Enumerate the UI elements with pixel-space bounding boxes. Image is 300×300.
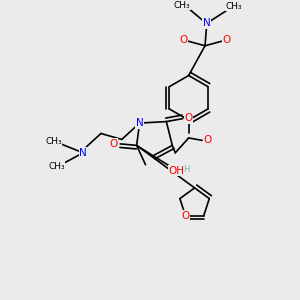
Text: OH: OH — [168, 166, 184, 176]
Text: O: O — [184, 113, 193, 123]
Text: CH₃: CH₃ — [174, 1, 190, 10]
Text: N: N — [136, 118, 143, 128]
Text: O: O — [222, 35, 230, 45]
Text: N: N — [79, 148, 87, 158]
Text: O: O — [182, 211, 190, 221]
Text: H: H — [183, 165, 190, 174]
Text: CH₃: CH₃ — [45, 137, 62, 146]
Text: N: N — [202, 19, 210, 28]
Text: O: O — [179, 35, 188, 45]
Text: O: O — [109, 139, 118, 149]
Text: CH₃: CH₃ — [48, 162, 64, 171]
Text: CH₃: CH₃ — [226, 2, 242, 11]
Text: O: O — [204, 135, 212, 145]
